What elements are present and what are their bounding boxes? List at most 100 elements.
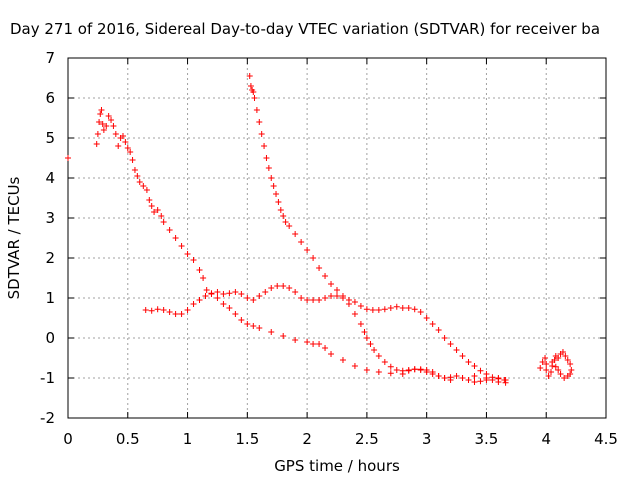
data-point	[273, 191, 280, 197]
data-point	[190, 301, 197, 307]
series-cluster-d	[537, 349, 575, 381]
x-tick-label: 3	[422, 430, 432, 448]
data-point	[282, 219, 289, 225]
data-point	[292, 337, 299, 343]
x-tick-label: 4	[541, 430, 551, 448]
data-point	[441, 375, 448, 381]
data-markers	[65, 73, 575, 386]
data-point	[435, 373, 442, 379]
data-point	[93, 141, 100, 147]
data-point	[423, 367, 430, 373]
y-tick-label: 7	[45, 49, 55, 67]
data-point	[502, 377, 509, 383]
data-point	[99, 121, 106, 127]
data-point	[268, 285, 275, 291]
data-point	[286, 285, 293, 291]
data-point	[375, 307, 382, 313]
data-point	[270, 183, 277, 189]
data-point	[208, 290, 215, 297]
data-point	[489, 374, 496, 381]
data-point	[564, 357, 571, 363]
data-point	[232, 289, 239, 295]
data-point	[429, 369, 436, 375]
data-point	[250, 297, 257, 303]
y-tick-labels: -2 -1 0 1 2 3 4 5 6 7	[40, 49, 55, 427]
data-point	[310, 255, 317, 261]
data-point	[548, 369, 555, 375]
y-tick-label: 4	[45, 169, 55, 187]
data-point	[328, 281, 335, 287]
axis-ticks	[67, 57, 607, 419]
data-point	[441, 335, 448, 341]
data-point	[453, 347, 460, 353]
data-point	[363, 306, 370, 313]
data-point	[277, 207, 284, 213]
data-point	[459, 375, 466, 381]
data-point	[127, 149, 134, 155]
series-track-b	[142, 283, 508, 383]
data-point	[280, 283, 287, 289]
data-point	[545, 373, 552, 379]
data-point	[226, 305, 233, 311]
data-point	[158, 213, 165, 219]
data-point	[238, 317, 245, 323]
data-point	[351, 299, 358, 305]
data-point	[417, 309, 424, 315]
data-point	[435, 327, 442, 333]
data-point	[429, 321, 436, 327]
data-point	[154, 306, 161, 313]
x-axis-title: GPS time / hours	[274, 457, 400, 475]
data-point	[184, 251, 191, 257]
data-point	[411, 306, 418, 313]
data-point	[345, 301, 352, 307]
data-point	[214, 289, 221, 295]
x-tick-label: 2.5	[355, 430, 379, 448]
data-point	[453, 373, 460, 379]
data-point	[334, 293, 340, 299]
data-point	[115, 143, 122, 149]
data-point	[258, 131, 265, 137]
data-point	[465, 377, 472, 383]
data-point	[417, 366, 424, 373]
series-track-a	[93, 107, 509, 386]
data-point	[447, 377, 454, 383]
data-point	[94, 131, 101, 137]
data-point	[122, 139, 129, 145]
data-point	[310, 297, 317, 303]
data-point	[316, 265, 323, 271]
data-point	[552, 363, 559, 370]
x-tick-label: 0	[63, 430, 73, 448]
data-point	[103, 123, 110, 129]
data-point	[196, 267, 203, 273]
data-point	[369, 307, 376, 313]
data-point	[465, 359, 472, 365]
data-point	[351, 311, 358, 317]
data-point	[543, 367, 550, 373]
data-point	[154, 207, 161, 213]
y-tick-label: 6	[45, 89, 55, 107]
data-point	[459, 353, 466, 359]
data-point	[148, 307, 155, 314]
data-point	[220, 291, 227, 297]
data-point	[399, 367, 406, 374]
data-point	[190, 257, 197, 263]
data-point	[105, 113, 112, 119]
data-point	[568, 367, 575, 373]
series-isolated-point	[65, 155, 71, 161]
data-point	[203, 287, 210, 293]
data-point	[247, 83, 254, 89]
data-point	[184, 307, 191, 313]
grid	[68, 58, 606, 418]
data-point	[555, 355, 562, 361]
data-point	[196, 297, 203, 303]
y-tick-label: -1	[40, 369, 55, 387]
y-axis-title: SDTVAR / TECUs	[5, 176, 23, 299]
data-point	[339, 357, 346, 363]
data-point	[202, 293, 209, 299]
data-point	[304, 297, 311, 303]
data-point	[381, 359, 388, 365]
x-tick-label: 1.5	[235, 430, 259, 448]
data-point	[555, 367, 562, 373]
data-point	[542, 355, 549, 361]
data-point	[100, 127, 107, 133]
